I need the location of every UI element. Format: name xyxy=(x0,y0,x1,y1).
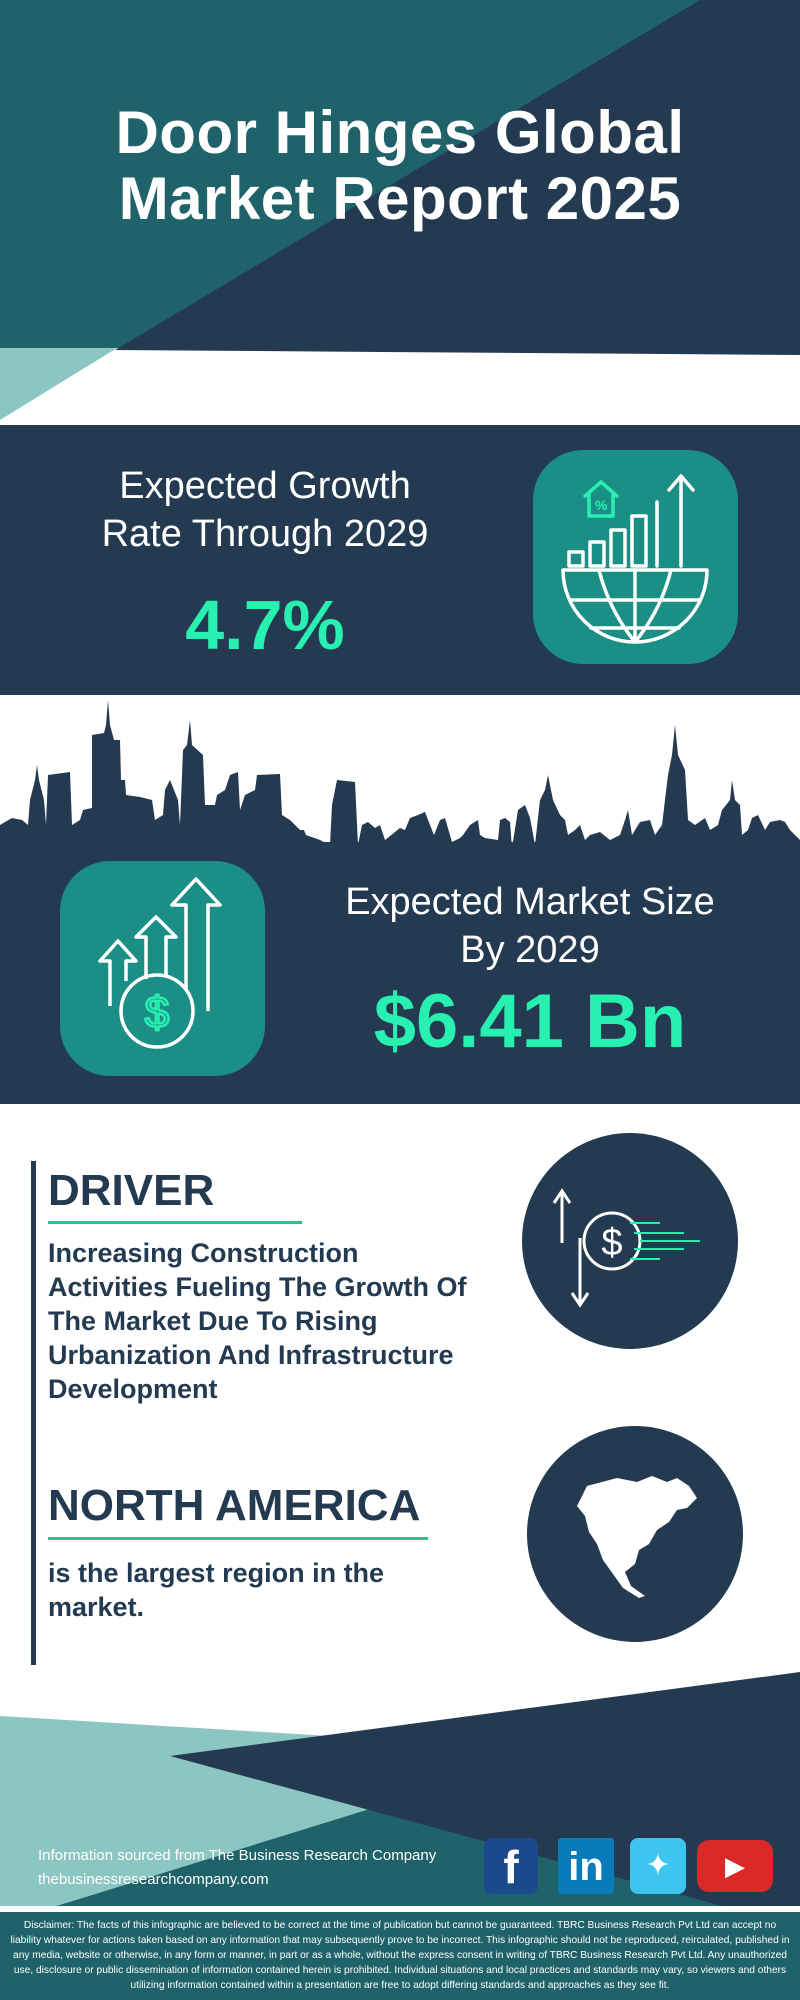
svg-text:$: $ xyxy=(601,1222,622,1264)
growth-icon-box: % xyxy=(533,450,738,664)
region-accent-bar xyxy=(31,1442,36,1665)
market-size-value: $6.41 Bn xyxy=(373,979,687,1064)
twitter-icon[interactable]: ✦ xyxy=(630,1838,686,1894)
region-heading: NORTH AMERICA xyxy=(48,1481,421,1530)
linkedin-icon[interactable]: in xyxy=(558,1838,614,1894)
dollar-exchange-icon: $ xyxy=(552,1188,700,1308)
source-text: Information sourced from The Business Re… xyxy=(38,1847,437,1864)
youtube-icon[interactable]: ▶ xyxy=(697,1840,773,1892)
disclaimer: Disclaimer: The facts of this infographi… xyxy=(0,1912,800,2000)
growth-label: Expected Growth Rate Through 2029 xyxy=(101,465,429,555)
header-background xyxy=(0,0,800,430)
driver-text: Increasing Construction Activities Fueli… xyxy=(48,1238,467,1404)
north-america-map-icon xyxy=(577,1476,697,1598)
page-title: Door Hinges Global Market Report 2025 xyxy=(115,99,685,232)
house-percent-bar-chart-globe-icon: % xyxy=(561,474,709,644)
facebook-icon[interactable]: f xyxy=(484,1838,538,1894)
svg-text:$: $ xyxy=(145,988,169,1037)
svg-text:%: % xyxy=(595,497,608,513)
driver-heading: DRIVER xyxy=(48,1166,215,1215)
driver-icon-circle: $ xyxy=(522,1133,738,1349)
city-skyline xyxy=(0,700,800,850)
region-text: is the largest region in the market. xyxy=(48,1558,385,1622)
region-underline xyxy=(48,1537,428,1540)
dollar-coin-arrows-up-icon: $ xyxy=(98,877,222,1049)
driver-accent-bar xyxy=(31,1161,36,1448)
growth-value: 4.7% xyxy=(185,586,345,664)
driver-underline xyxy=(48,1221,302,1224)
source-url[interactable]: thebusinessresearchcompany.com xyxy=(38,1871,269,1888)
market-size-icon-box: $ xyxy=(60,861,265,1076)
market-size-label: Expected Market Size By 2029 xyxy=(345,881,715,971)
region-icon-circle xyxy=(527,1426,743,1642)
